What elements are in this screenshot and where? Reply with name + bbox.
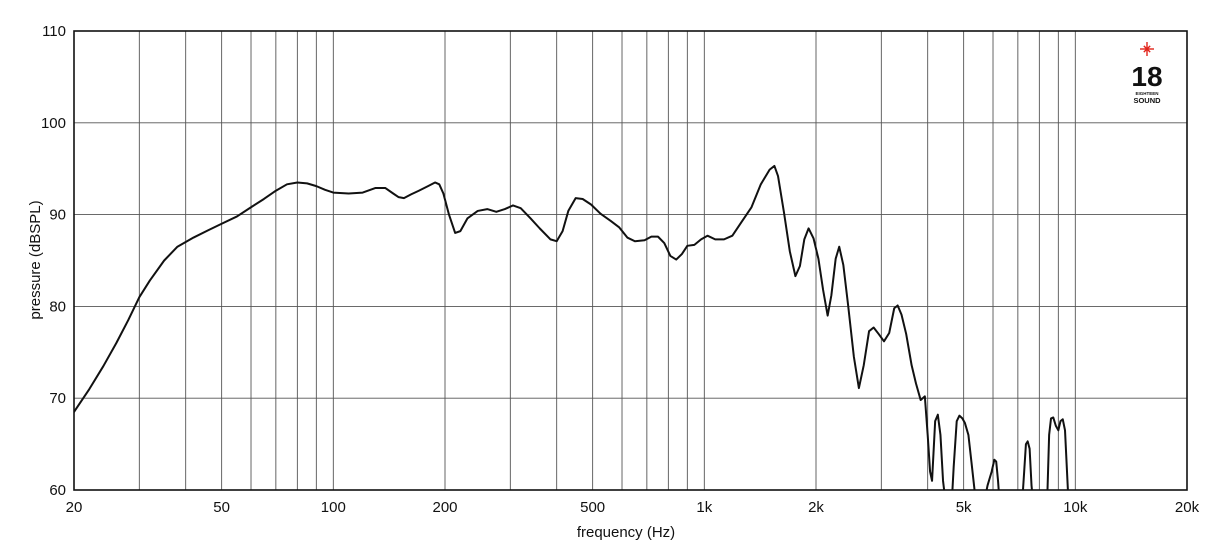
grid-lines: [74, 30, 1187, 491]
response-curve: [74, 164, 1069, 490]
y-axis-label: pressure (dBSPL): [27, 200, 44, 319]
y-tick-label: 90: [49, 207, 66, 224]
x-tick-label: 5k: [956, 499, 972, 516]
x-tick-label: 1k: [696, 499, 712, 516]
logo-subtext-top: EIGHTEEN: [1135, 91, 1158, 96]
x-tick-labels: 20 50 100 200 500 1k 2k 5k 10k 20k: [66, 499, 1200, 516]
y-tick-label: 80: [49, 298, 66, 315]
x-axis-label: frequency (Hz): [577, 524, 675, 541]
y-tick-label: 100: [41, 115, 66, 132]
y-tick-label: 110: [42, 23, 66, 40]
x-tick-label: 500: [580, 499, 605, 516]
logo-number: 18: [1131, 61, 1162, 92]
x-tick-label: 2k: [808, 499, 824, 516]
star-icon: [1140, 42, 1154, 56]
y-tick-label: 60: [49, 482, 66, 499]
x-tick-label: 20k: [1175, 499, 1200, 516]
star-center: [1145, 47, 1149, 51]
y-tick-labels: 60 70 80 90 100 110: [41, 23, 66, 499]
x-tick-label: 20: [66, 499, 83, 516]
curve-layer: [74, 164, 1069, 490]
x-tick-label: 10k: [1063, 499, 1088, 516]
eighteen-sound-logo: 18 EIGHTEEN SOUND: [1131, 42, 1163, 105]
x-tick-label: 200: [432, 499, 457, 516]
plot-frame: [73, 30, 1188, 491]
y-tick-label: 70: [49, 390, 66, 407]
logo-subtext-bottom: SOUND: [1133, 96, 1161, 105]
x-tick-label: 100: [321, 499, 346, 516]
x-tick-label: 50: [213, 499, 230, 516]
